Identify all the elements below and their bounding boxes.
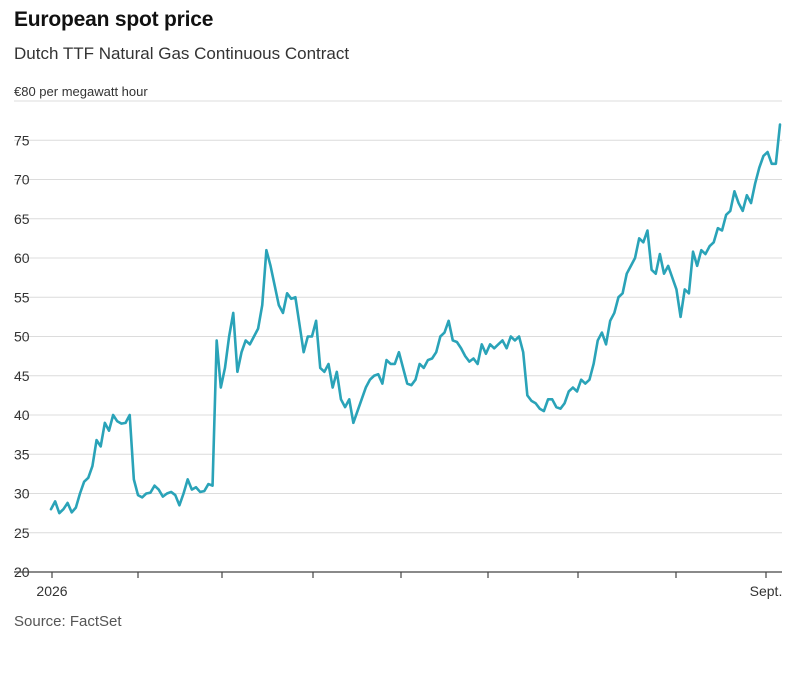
chart-title: European spot price	[14, 8, 214, 31]
y-tick-label: 65	[14, 211, 30, 227]
y-tick-label: 45	[14, 368, 30, 384]
source-note: Source: FactSet	[14, 613, 122, 630]
y-tick-label: 75	[14, 132, 30, 148]
grid-lines	[14, 100, 782, 534]
x-axis: 2026 Sept.	[14, 571, 783, 599]
y-tick-label: 50	[14, 329, 30, 345]
y-unit-label: €80 per megawatt hour	[14, 84, 148, 99]
series-layer	[49, 123, 782, 515]
chart-subtitle: Dutch TTF Natural Gas Continuous Contrac…	[14, 44, 350, 63]
y-tick-label: 35	[14, 446, 30, 462]
y-tick-label: 70	[14, 172, 30, 188]
series-line	[49, 123, 782, 515]
y-tick-label: 30	[14, 486, 30, 502]
y-tick-label: 40	[14, 407, 30, 423]
x-tick-label: Sept.	[750, 583, 783, 599]
x-tick-label: 2026	[36, 583, 67, 599]
y-tick-label: 60	[14, 250, 30, 266]
y-tick-label: 55	[14, 289, 30, 305]
y-tick-label: 25	[14, 525, 30, 541]
